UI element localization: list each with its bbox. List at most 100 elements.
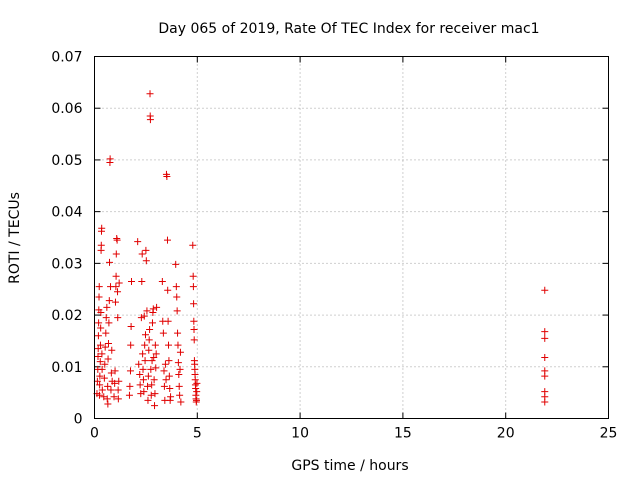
data-point [101, 360, 109, 368]
x-tick-label: 25 [600, 426, 618, 442]
data-point [96, 372, 104, 380]
data-point [138, 277, 146, 285]
chart-title: Day 065 of 2019, Rate Of TEC Index for r… [158, 21, 539, 37]
data-point [541, 286, 549, 294]
y-axis-label: ROTI / TECUs [7, 192, 23, 284]
data-point [96, 341, 104, 349]
data-point [134, 238, 142, 246]
data-point [192, 385, 200, 393]
data-point [146, 116, 154, 124]
x-tick-label: 5 [193, 426, 202, 442]
data-point [115, 279, 123, 287]
y-tick-label: 0.07 [51, 50, 82, 66]
data-point [174, 329, 182, 337]
data-point [114, 386, 122, 394]
data-point [96, 381, 104, 389]
data-point [103, 395, 111, 403]
data-point [167, 393, 175, 401]
data-point [189, 241, 197, 249]
data-point [138, 250, 146, 258]
data-point [141, 357, 149, 365]
y-tick-label: 0.01 [51, 360, 82, 376]
data-point [541, 398, 549, 406]
data-point [135, 360, 143, 368]
data-point [113, 236, 121, 244]
data-point [126, 367, 134, 375]
data-point [166, 385, 174, 393]
data-point [98, 350, 106, 358]
data-point [146, 326, 154, 334]
data-point [163, 236, 171, 244]
data-point [541, 353, 549, 361]
data-point [149, 305, 157, 313]
data-point [190, 300, 198, 308]
data-point [94, 332, 102, 340]
data-point [107, 386, 115, 394]
data-point [105, 297, 113, 305]
data-point [93, 377, 101, 385]
data-point [150, 376, 158, 384]
data-point [165, 357, 173, 365]
x-tick-label: 0 [90, 426, 99, 442]
data-point [193, 388, 201, 396]
data-point [94, 345, 102, 353]
data-point [175, 382, 183, 390]
data-point [112, 283, 120, 291]
data-point [148, 357, 156, 365]
data-point [151, 402, 159, 410]
data-point [177, 398, 185, 406]
data-point [101, 343, 109, 351]
data-point [145, 336, 153, 344]
data-point [97, 324, 105, 332]
data-point [144, 382, 152, 390]
x-tick-label: 15 [394, 426, 412, 442]
data-point [174, 341, 182, 349]
data-point [189, 272, 197, 280]
data-point [176, 391, 184, 399]
data-point [541, 328, 549, 336]
data-point [190, 336, 198, 344]
data-point [140, 388, 148, 396]
y-tick-label: 0.06 [51, 101, 82, 117]
data-point [142, 257, 150, 265]
data-point [173, 307, 181, 315]
data-point [145, 346, 153, 354]
data-point [162, 376, 170, 384]
data-point [95, 391, 103, 399]
data-point [147, 391, 155, 399]
data-point [111, 298, 119, 306]
data-point [112, 272, 120, 280]
data-point [102, 329, 110, 337]
data-point [104, 382, 112, 390]
data-point [100, 374, 108, 382]
data-point [190, 317, 198, 325]
data-point [95, 319, 103, 327]
data-point [97, 241, 105, 249]
data-point [192, 396, 200, 404]
tick-labels: 0 5 10 15 20 25 0 0.01 0.02 0.03 0.04 0.05 0.06 0.07 [51, 50, 617, 442]
data-point [193, 379, 201, 387]
data-point [114, 395, 122, 403]
data-point [148, 319, 156, 327]
data-point [137, 314, 145, 322]
data-point [136, 371, 144, 379]
y-tick-label: 0.03 [51, 256, 82, 272]
data-point [107, 369, 115, 377]
data-point [106, 155, 114, 163]
data-point [94, 352, 102, 360]
data-point [163, 172, 171, 180]
data-point [173, 293, 181, 301]
data-point [104, 340, 112, 348]
data-point [139, 365, 147, 373]
data-point [150, 353, 158, 361]
data-point [153, 303, 161, 311]
data-point [161, 360, 169, 368]
data-point [158, 277, 166, 285]
x-tick-label: 10 [291, 426, 309, 442]
data-point [112, 250, 120, 258]
data-point [136, 381, 144, 389]
y-tick-label: 0 [74, 412, 83, 428]
data-point [541, 372, 549, 380]
data-point [152, 350, 160, 358]
data-point [106, 258, 114, 266]
